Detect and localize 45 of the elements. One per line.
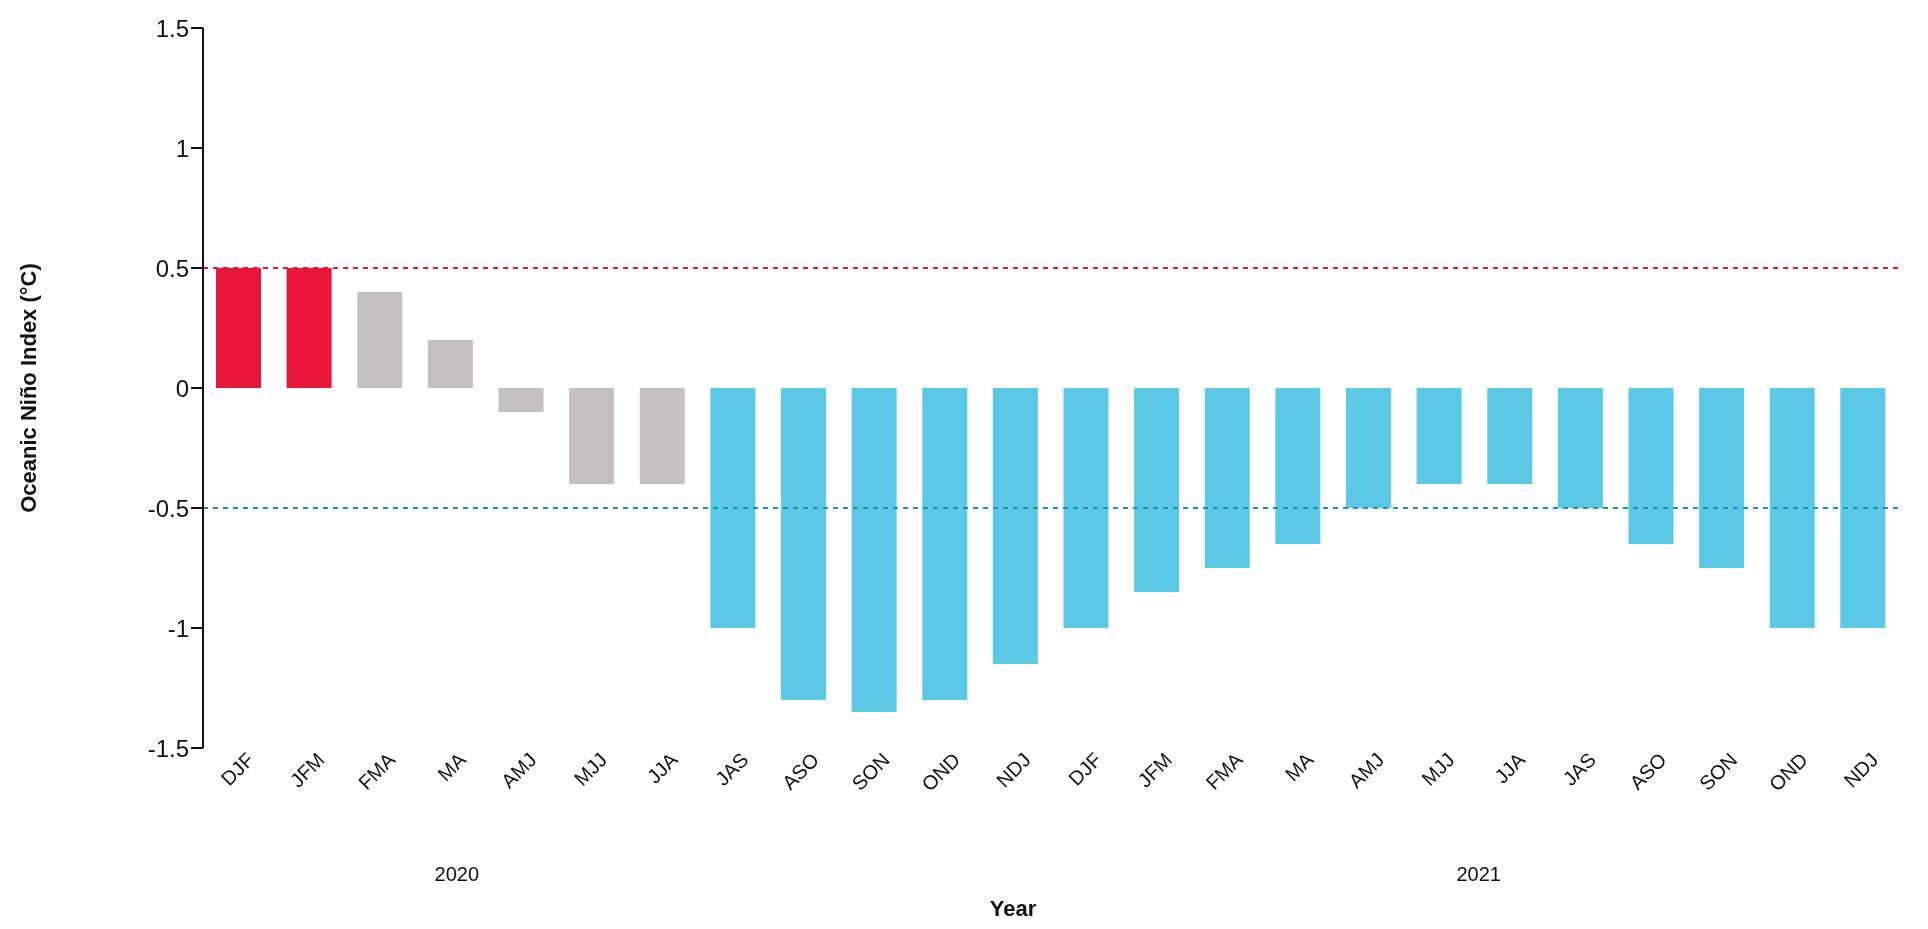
y-tick-label: 1.5 [155, 14, 189, 42]
bar [357, 292, 403, 388]
x-tick-label: DJF [1064, 748, 1106, 790]
x-tick-label: MJJ [569, 748, 612, 790]
bar [498, 388, 544, 412]
bar [992, 388, 1038, 664]
bar [427, 340, 473, 388]
bar [851, 388, 897, 712]
bar [639, 388, 685, 484]
x-tick-label: MA [1280, 747, 1318, 786]
bar [922, 388, 968, 700]
bar [1275, 388, 1321, 544]
y-tick-label: 0.5 [155, 254, 189, 282]
bar [1699, 388, 1745, 568]
y-tick-label: -1 [167, 614, 189, 642]
text: 2021 [1456, 863, 1501, 886]
y-tick-label: 0 [175, 374, 189, 402]
bar [1840, 388, 1886, 628]
text: 2020 [434, 863, 480, 886]
bar [1063, 388, 1109, 628]
y-tick-label: 1 [175, 134, 189, 162]
bar [1134, 388, 1180, 592]
bar [569, 388, 615, 484]
x-axis-title: Year [988, 896, 1038, 922]
x-tick-label: JFM [285, 748, 329, 792]
y-tick-label: -0.5 [147, 494, 189, 522]
x-tick-label: JAS [710, 748, 753, 790]
x-tick-label: JJA [642, 747, 683, 788]
bar [1769, 388, 1815, 628]
y-axis-title: Oceanic Niño Index (°C) [15, 263, 41, 513]
bar [1204, 388, 1250, 568]
x-tick-label: DJF [216, 748, 259, 790]
bar [1487, 388, 1533, 484]
bar [1416, 388, 1462, 484]
bar [1628, 388, 1674, 544]
x-tick-label: JJA [1490, 747, 1530, 788]
x-tick-label: MJJ [1417, 748, 1459, 790]
bar [1557, 388, 1603, 508]
x-tick-label: MA [433, 747, 471, 786]
y-tick-label: -1.5 [147, 734, 189, 762]
bar [710, 388, 756, 628]
bar [1346, 388, 1391, 508]
x-tick-label: JFM [1133, 748, 1177, 792]
x-tick-label: JAS [1558, 748, 1600, 790]
bar [781, 388, 826, 700]
